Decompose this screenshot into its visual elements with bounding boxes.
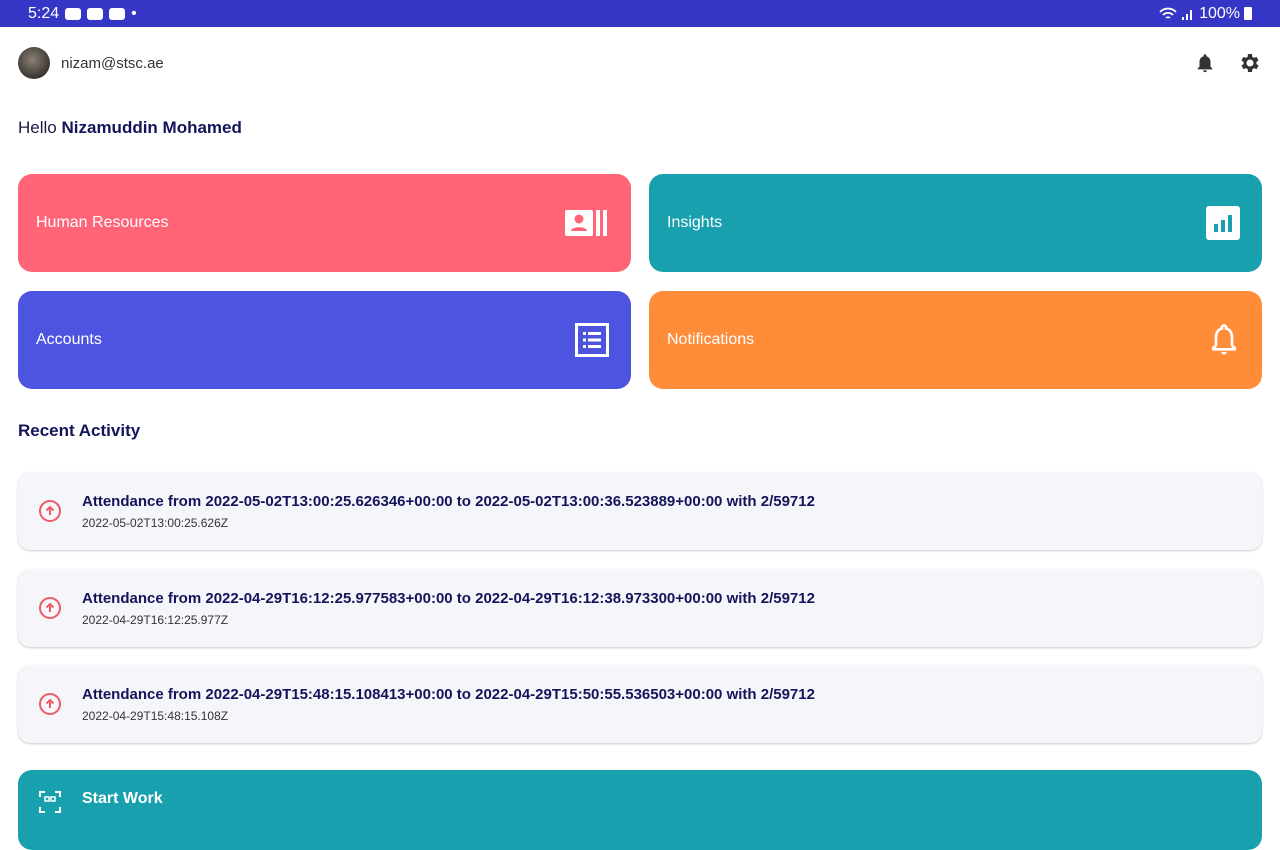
bell-icon (1212, 323, 1236, 355)
status-bar: 5:24 • 100% (0, 0, 1280, 27)
tile-notifications[interactable]: Notifications (649, 291, 1262, 389)
upload-arrow-icon (39, 597, 61, 619)
image-notification-icon (65, 7, 82, 20)
tile-label: Human Resources (36, 214, 169, 231)
upload-arrow-icon (39, 693, 61, 715)
bell-icon[interactable] (1194, 51, 1216, 75)
clock: 5:24 (28, 4, 60, 22)
battery-level: 100% (1199, 4, 1240, 22)
tile-human-resources[interactable]: Human Resources (18, 174, 631, 272)
activity-item[interactable]: Attendance from 2022-04-29T15:48:15.1084… (18, 665, 1262, 743)
activity-item[interactable]: Attendance from 2022-05-02T13:00:25.6263… (18, 472, 1262, 550)
scan-icon (39, 791, 61, 813)
top-bar: nizam@stsc.ae (18, 47, 1262, 79)
activity-title: Attendance from 2022-04-29T16:12:25.9775… (82, 589, 815, 607)
activity-time: 2022-04-29T16:12:25.977Z (82, 612, 229, 627)
start-work-button[interactable]: Start Work (18, 770, 1262, 850)
activity-time: 2022-05-02T13:00:25.626Z (82, 515, 229, 530)
tile-insights[interactable]: Insights (649, 174, 1262, 272)
activity-time: 2022-04-29T15:48:15.108Z (82, 708, 229, 723)
tile-label: Accounts (36, 331, 102, 348)
greeting-prefix: Hello (18, 118, 57, 137)
user-name: Nizamuddin Mohamed (61, 118, 242, 137)
user-email: nizam@stsc.ae (61, 54, 164, 72)
more-dot-icon: • (131, 4, 137, 22)
bar-chart-icon (1206, 206, 1240, 240)
youtube-notification-icon (87, 7, 104, 20)
tile-label: Notifications (667, 331, 755, 348)
activity-item[interactable]: Attendance from 2022-04-29T16:12:25.9775… (18, 569, 1262, 647)
signal-icon (1182, 9, 1193, 20)
activity-title: Attendance from 2022-04-29T15:48:15.1084… (82, 685, 815, 703)
contact-card-icon (565, 210, 607, 236)
activity-title: Attendance from 2022-05-02T13:00:25.6263… (82, 492, 815, 510)
avatar[interactable] (18, 47, 50, 79)
upload-arrow-icon (39, 500, 61, 522)
greeting: Hello Nizamuddin Mohamed (18, 118, 242, 138)
recent-activity-title: Recent Activity (18, 421, 141, 440)
youtube-notification-icon (109, 7, 126, 20)
gear-icon[interactable] (1238, 51, 1262, 75)
tile-label: Insights (667, 214, 723, 231)
battery-icon (1244, 7, 1252, 20)
list-icon (575, 323, 609, 357)
wifi-icon (1159, 7, 1177, 19)
start-work-label: Start Work (82, 790, 163, 807)
tile-accounts[interactable]: Accounts (18, 291, 631, 389)
